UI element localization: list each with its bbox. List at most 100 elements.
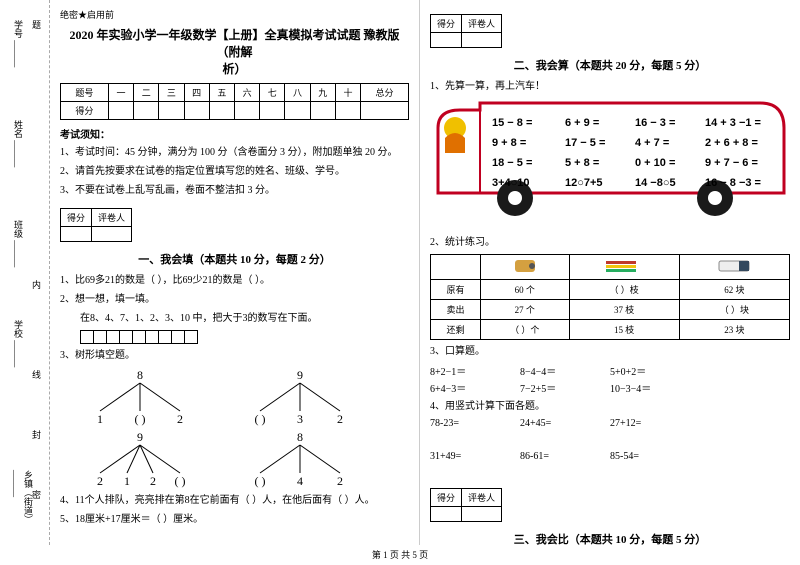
section-3-title: 三、我会比（本题共 10 分，每题 5 分） — [430, 531, 790, 547]
svg-text:3: 3 — [297, 412, 303, 426]
h3: 三 — [159, 84, 184, 102]
svg-text:( ): ( ) — [175, 474, 186, 488]
oral-row1: 8+2−1＝ 8−4−4＝ 5+0+2＝ — [430, 363, 790, 378]
binding-char-4: 封 — [30, 430, 43, 439]
binding-margin: 学号 ______ 题 姓名 ______ 班级 ______ 内 学校 ___… — [0, 0, 50, 545]
r2c1: （ ）个 — [481, 320, 570, 340]
stats-table: 原有60 个（ ）枝62 块 卖出27 个37 枝（ ）块 还剩（ ）个15 枝… — [430, 254, 790, 340]
r1c3: （ ）块 — [679, 300, 789, 320]
v10: 31+49= — [430, 451, 520, 462]
title-line-1: 2020 年实验小学一年级数学【上册】全真模拟考试试题 豫教版（附解 — [69, 28, 399, 59]
r1l: 卖出 — [431, 300, 481, 320]
sb1c2: 评卷人 — [92, 209, 132, 227]
sb1c1: 得分 — [61, 209, 92, 227]
q1-2b: 在8、4、7、1、2、3、10 中，把大于3的数写在下面。 — [80, 311, 409, 326]
svg-text:16 − 8 −3 =: 16 − 8 −3 = — [705, 177, 761, 189]
svg-text:12○7+5: 12○7+5 — [565, 177, 603, 189]
score-box-3: 得分评卷人 — [430, 488, 502, 522]
eraser-icon — [714, 258, 754, 274]
svg-text:14 −8○5: 14 −8○5 — [635, 177, 676, 189]
svg-text:9: 9 — [297, 368, 303, 382]
h4: 四 — [184, 84, 209, 102]
section-2-title: 二、我会算（本题共 20 分，每题 5 分） — [430, 57, 790, 73]
binding-label-4: 学校 ______ — [12, 320, 25, 367]
notice-3: 3、不要在试卷上乱写乱画，卷面不整洁扣 3 分。 — [60, 183, 409, 198]
svg-text:4 + 7 =: 4 + 7 = — [635, 137, 669, 149]
svg-text:9: 9 — [137, 430, 143, 444]
score-row-label: 得分 — [61, 102, 109, 120]
binding-char-3: 线 — [30, 370, 43, 379]
o11: 7−2+5＝ — [520, 380, 610, 395]
r2c2: 15 枝 — [569, 320, 679, 340]
tree-row-1: 8 1( )2 9 ( )32 — [60, 367, 400, 427]
h6: 六 — [234, 84, 259, 102]
h9: 九 — [310, 84, 335, 102]
r2c3: 23 块 — [679, 320, 789, 340]
svg-text:1: 1 — [97, 412, 103, 426]
q1-3: 3、树形填空题。 — [60, 348, 409, 363]
svg-text:15 − 8 =: 15 − 8 = — [492, 117, 532, 129]
svg-text:3+4○10: 3+4○10 — [492, 177, 530, 189]
svg-text:2: 2 — [177, 412, 183, 426]
h11: 总分 — [361, 84, 409, 102]
score-box-2: 得分评卷人 — [430, 14, 502, 48]
sb3c2: 评卷人 — [462, 489, 502, 507]
v12: 85-54= — [610, 451, 700, 462]
r2l: 还剩 — [431, 320, 481, 340]
svg-text:18 − 5 =: 18 − 5 = — [492, 157, 532, 169]
svg-text:17 − 5 =: 17 − 5 = — [565, 137, 605, 149]
left-column: 绝密★启用前 2020 年实验小学一年级数学【上册】全真模拟考试试题 豫教版（附… — [50, 0, 420, 545]
svg-text:2: 2 — [150, 474, 156, 488]
o01: 8−4−4＝ — [520, 363, 610, 378]
v11: 86-61= — [520, 451, 610, 462]
q2-3: 3、口算题。 — [430, 344, 790, 359]
r1c1: 27 个 — [481, 300, 570, 320]
binding-label-3: 班级 ______ — [12, 220, 25, 267]
sb2c1: 得分 — [431, 15, 462, 33]
svg-text:1: 1 — [124, 474, 130, 488]
svg-text:( ): ( ) — [255, 412, 266, 426]
section-1-title: 一、我会填（本题共 10 分，每题 2 分） — [60, 251, 409, 267]
svg-text:6 + 9 =: 6 + 9 = — [565, 117, 599, 129]
h1: 一 — [108, 84, 133, 102]
score-value-row: 得分 — [61, 102, 409, 120]
vert-row2: 31+49= 86-61= 85-54= — [430, 451, 790, 462]
svg-text:4: 4 — [297, 474, 303, 488]
v00: 78-23= — [430, 418, 520, 429]
title-line-2: 析） — [222, 62, 246, 76]
r0l: 原有 — [431, 280, 481, 300]
o02: 5+0+2＝ — [610, 363, 700, 378]
svg-text:14 + 3 −1 =: 14 + 3 −1 = — [705, 117, 761, 129]
svg-text:2 + 6 + 8 =: 2 + 6 + 8 = — [705, 137, 758, 149]
score-header-row: 题号 一 二 三 四 五 六 七 八 九 十 总分 — [61, 84, 409, 102]
vert-row1: 78-23= 24+45= 27+12= — [430, 418, 790, 429]
q2-2: 2、统计练习。 — [430, 235, 790, 250]
svg-text:2: 2 — [97, 474, 103, 488]
o10: 6+4−3＝ — [430, 380, 520, 395]
notice-1: 1、考试时间：45 分钟，满分为 100 分（含卷面分 3 分），附加题单独 2… — [60, 145, 409, 160]
right-column: 得分评卷人 二、我会算（本题共 20 分，每题 5 分） 1、先算一算，再上汽车… — [420, 0, 800, 545]
svg-text:( ): ( ) — [255, 474, 266, 488]
v01: 24+45= — [520, 418, 610, 429]
r1c2: 37 枝 — [569, 300, 679, 320]
sb2c2: 评卷人 — [462, 15, 502, 33]
exam-title: 2020 年实验小学一年级数学【上册】全真模拟考试试题 豫教版（附解 析） — [60, 27, 409, 77]
binding-label-1: 学号 ______ — [12, 20, 25, 67]
h7: 七 — [260, 84, 285, 102]
h8: 八 — [285, 84, 310, 102]
exam-page: 学号 ______ 题 姓名 ______ 班级 ______ 内 学校 ___… — [0, 0, 800, 545]
sb3c1: 得分 — [431, 489, 462, 507]
q2-4: 4、用竖式计算下面各题。 — [430, 399, 790, 414]
svg-text:2: 2 — [337, 412, 343, 426]
q2-1: 1、先算一算，再上汽车！ — [430, 79, 790, 94]
svg-text:9 + 8 =: 9 + 8 = — [492, 137, 526, 149]
svg-text:16 − 3 =: 16 − 3 = — [635, 117, 675, 129]
r0c3: 62 块 — [679, 280, 789, 300]
svg-text:( ): ( ) — [135, 412, 146, 426]
q1-5: 5、18厘米+17厘米＝（ ）厘米。 — [60, 512, 409, 527]
pencils-icon — [604, 258, 644, 274]
o00: 8+2−1＝ — [430, 363, 520, 378]
binding-label-5: 乡镇（街道）______ — [12, 470, 35, 545]
binding-char-5: 密 — [30, 490, 43, 499]
svg-text:8: 8 — [297, 430, 303, 444]
